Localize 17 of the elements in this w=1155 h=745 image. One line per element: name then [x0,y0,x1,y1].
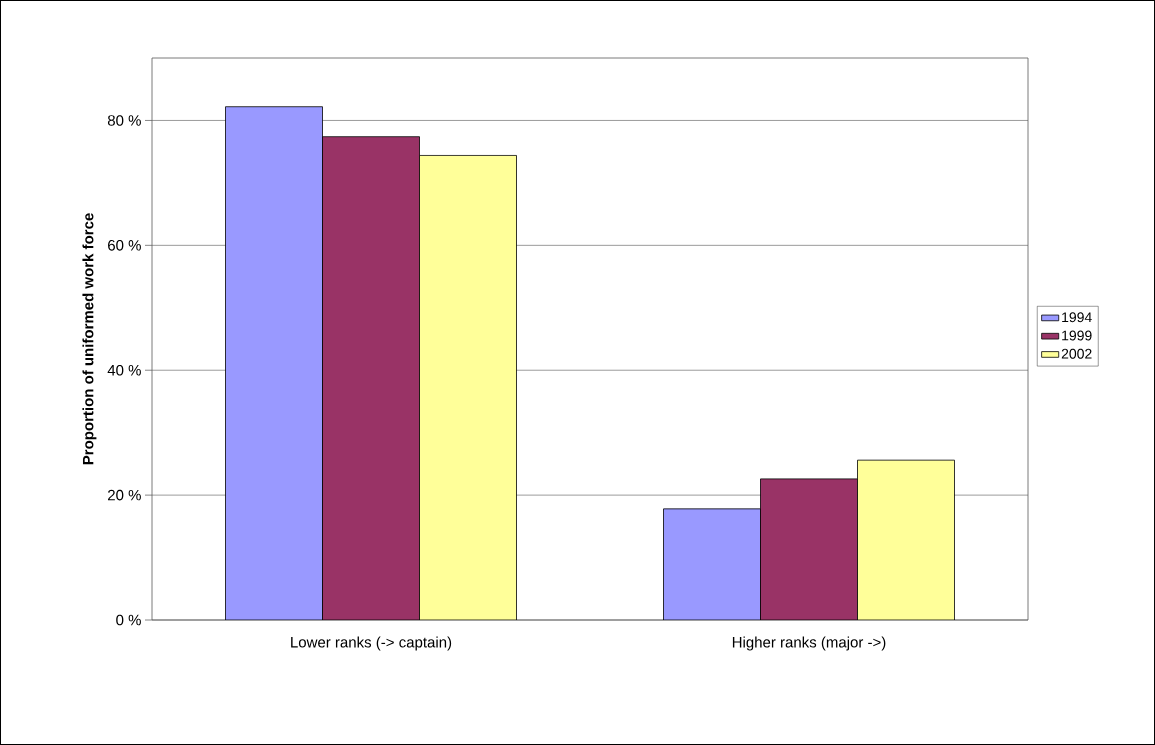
legend-label: 1999 [1062,330,1092,341]
y-tick-label: 60 % [108,240,141,251]
bar [322,136,420,620]
legend-label: 1994 [1062,312,1092,323]
legend-label: 2002 [1061,348,1092,359]
x-tick-label: Higher ranks (major ->) [732,636,886,651]
x-tick-label: Lower ranks (-> captain) [291,636,452,651]
y-tick-label: 80 % [107,115,141,126]
bar [760,478,858,620]
y-axis-title: Proportion of uniformed work force [82,213,97,465]
y-tick-label: 0 % [116,614,141,626]
y-tick-label: 20 % [108,489,141,501]
bar [419,155,517,620]
bar [663,508,761,620]
bar [225,106,323,620]
bar [857,459,955,620]
y-tick-label: 40 % [107,364,141,376]
